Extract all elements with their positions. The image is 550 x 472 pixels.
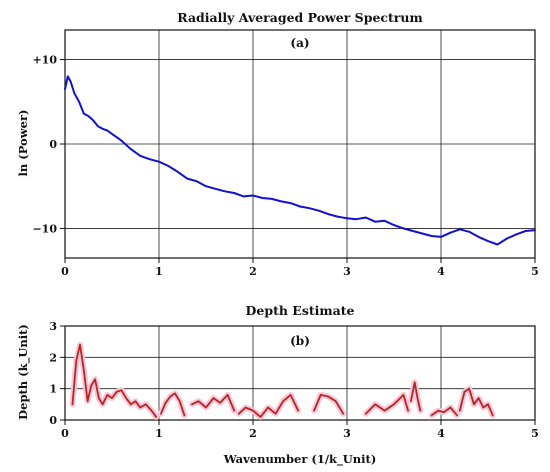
- chart-b-panel-label: (b): [290, 334, 310, 348]
- chart-b-series-line-0: [71, 343, 158, 418]
- chart-a-y-axis-label: ln (Power): [16, 110, 30, 177]
- chart-b-series-line-7: [430, 406, 458, 417]
- chart-b-series-line-1: [159, 392, 186, 417]
- chart-a-x-tick-label-1: 1: [155, 265, 163, 278]
- chart-b-series-line-5: [364, 393, 410, 415]
- chart-a-panel-label: (a): [290, 36, 309, 50]
- chart-b-x-tick-label-4: 4: [437, 427, 445, 440]
- chart-b-frame: [64, 325, 536, 421]
- chart-b-x-tick-label-2: 2: [249, 427, 257, 440]
- chart-b-x-tick-label-1: 1: [155, 427, 163, 440]
- chart-a-y-tick-label-1: 0: [49, 138, 57, 151]
- chart-b-x-tick-label-5: 5: [531, 427, 539, 440]
- chart-b-x-tick-label-3: 3: [343, 427, 351, 440]
- chart-a-x-tick-label-0: 0: [61, 265, 69, 278]
- chart-b-series-line-2: [190, 393, 236, 412]
- chart-b-series-line-3: [237, 393, 300, 418]
- chart-a-y-tick-label-0: +10: [32, 54, 57, 67]
- chart-b-series-line-6: [409, 381, 422, 412]
- chart-b-y-tick-label-3: 3: [49, 320, 57, 333]
- chart-a-y-tick-label-2: −10: [32, 222, 57, 235]
- chart-b-series-line-8: [458, 387, 494, 417]
- chart-b-x-tick-label-0: 0: [61, 427, 69, 440]
- chart-b-y-tick-label-0: 0: [49, 414, 57, 427]
- chart-a-title: Radially Averaged Power Spectrum: [177, 10, 422, 25]
- chart-b-y-tick-label-1: 1: [49, 383, 57, 396]
- chart-b-y-tick-label-2: 2: [49, 351, 57, 364]
- chart-b-y-axis-label: Depth (k_Unit): [16, 324, 31, 420]
- chart-b-series-halo-3: [235, 391, 302, 420]
- chart-a-series-line-0: [64, 75, 536, 246]
- chart-a-x-tick-label-2: 2: [249, 265, 257, 278]
- chart-b-title: Depth Estimate: [246, 303, 355, 318]
- chart-a-plot-area: 0 1 2 3 4 5 +10 0 −10: [32, 29, 539, 278]
- chart-b-x-axis-label: Wavenumber (1/k_Unit): [223, 452, 377, 467]
- chart-b-plot-area: 0 1 2 3 4 5 0 1 2 3: [49, 320, 538, 440]
- chart-a-x-tick-label-5: 5: [531, 265, 539, 278]
- chart-b-series-line-4: [313, 393, 345, 415]
- chart-a-x-tick-label-3: 3: [343, 265, 351, 278]
- chart-a-x-tick-label-4: 4: [437, 265, 445, 278]
